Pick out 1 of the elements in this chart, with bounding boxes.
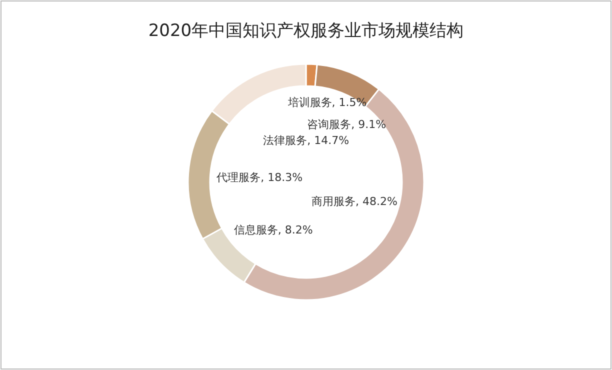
title: 2020年中国知识产权服务业市场规模结构 bbox=[148, 21, 464, 41]
